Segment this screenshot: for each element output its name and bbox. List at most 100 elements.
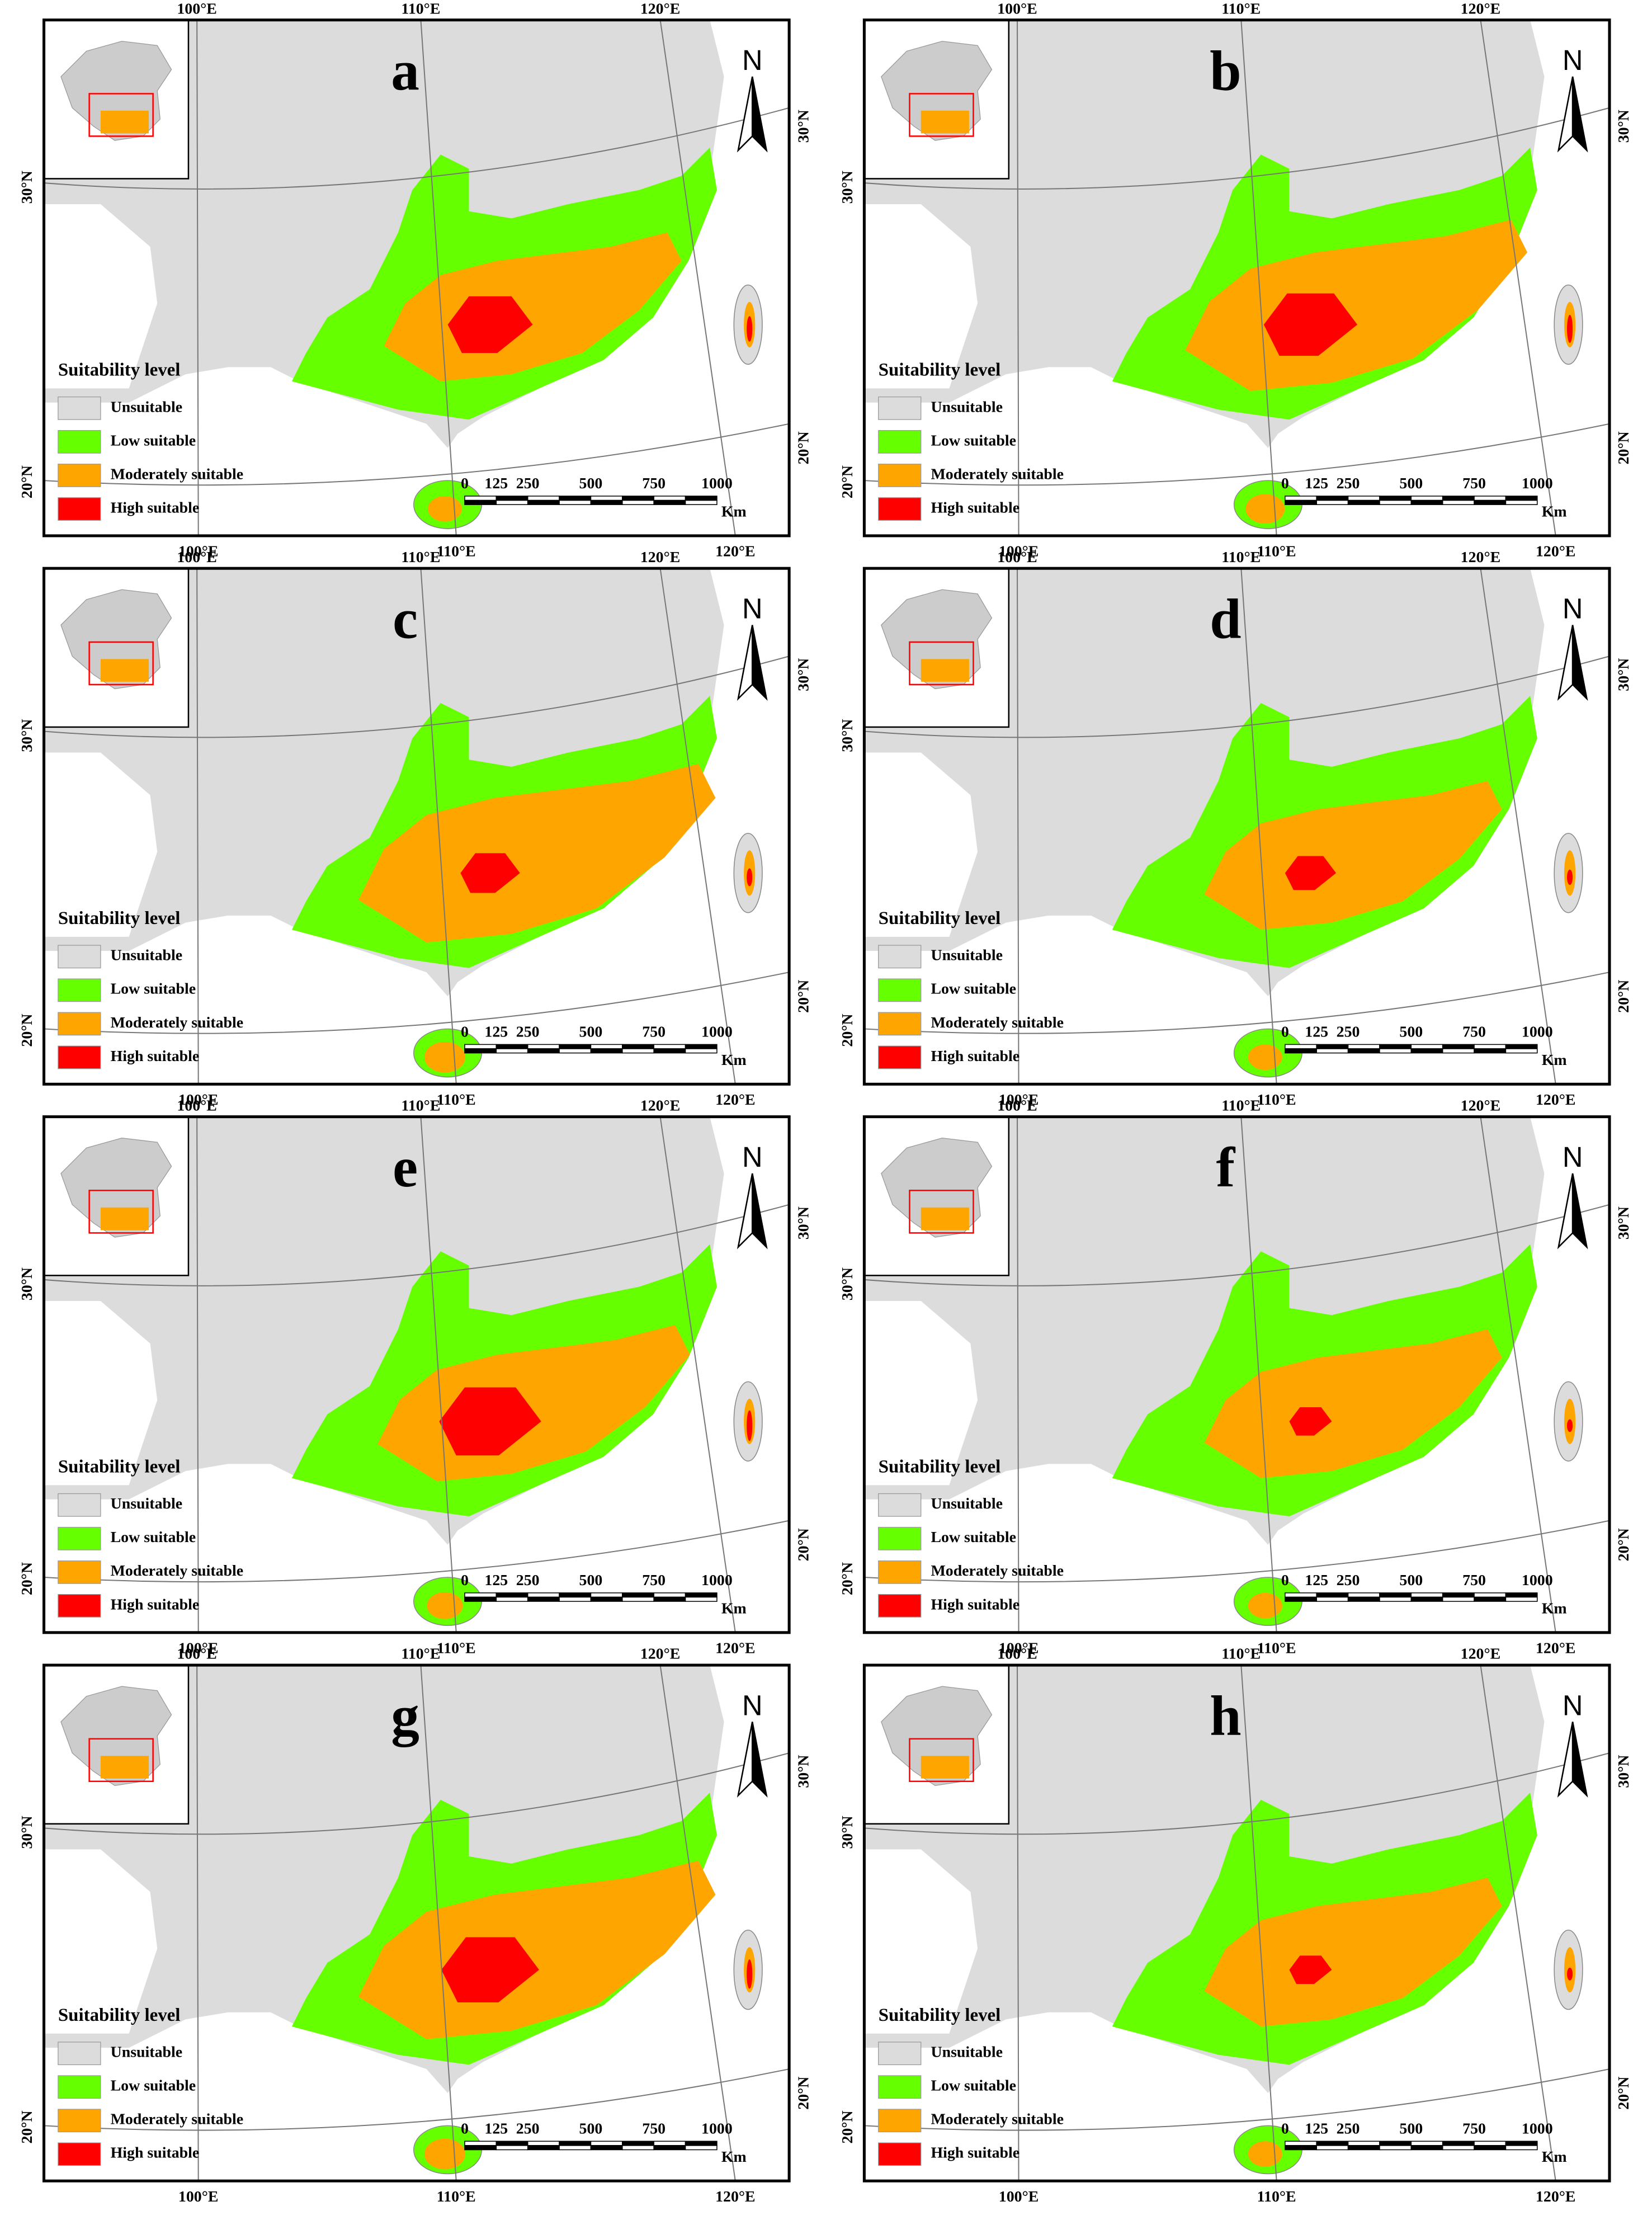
legend-swatch [58,464,101,487]
map-panel: d N 100°E 110°E 120°E 100°E 110°E 120°E 30°N 20°N… [839,549,1632,1109]
scale-segment [1474,2145,1507,2151]
scale-segment [464,1048,497,1054]
scale-segment [559,496,592,501]
scale-segment [527,499,560,505]
map-panel: c N 100°E 110°E 120°E 100°E 110°E 120°E 30°N 20°N… [18,549,812,1109]
scale-segment [495,1596,528,1602]
left-label: 20°N [18,1013,36,1046]
bottom-label: 100°E [999,1091,1039,1109]
scale-label: 500 [1399,2120,1423,2137]
bottom-label: 110°E [1257,1091,1296,1109]
legend-swatch [58,1045,101,1069]
high-suitable-area [441,1937,539,2003]
sea [44,1665,790,2181]
inset-box [909,93,974,137]
scale-segment [590,1048,623,1054]
scale-label: 500 [579,1024,603,1041]
scale-label: 750 [642,1572,665,1589]
scale-segment [1474,1048,1507,1054]
panel-frame [43,18,791,538]
inset-box [88,93,154,137]
scale-segment [464,2145,497,2151]
parallel-line [864,1520,1610,1583]
top-label: 120°E [640,1097,681,1114]
scale-segment [1285,2141,1317,2146]
legend-label: Unsuitable [111,398,183,416]
top-label: 110°E [401,1097,440,1114]
scale-segment [590,496,623,501]
scale-segment [590,499,623,505]
scale-label: 250 [1337,1572,1360,1589]
legend-label: High suitable [111,2144,200,2162]
scale-unit: Km [1542,1052,1567,1069]
scale-segment [559,1044,592,1049]
bottom-label: 110°E [1257,2188,1296,2205]
bottom-label: 100°E [999,1640,1039,1657]
parallel-line [44,423,790,486]
scale-label: 500 [1399,475,1423,492]
legend-label: Unsuitable [111,2044,183,2061]
meridian-line [659,568,736,1085]
inset-south [100,1756,149,1779]
scale-segment [1285,1044,1317,1049]
legend-swatch [878,1493,922,1517]
scale-segment [527,1596,560,1602]
taiwan-high [747,316,753,342]
legend-label: Moderately suitable [931,1014,1064,1031]
scale-label: 750 [642,1024,665,1041]
scale-segment [1442,1596,1475,1602]
scale-label: 1000 [701,1024,733,1041]
map-panel: e N 100°E 110°E 120°E 100°E 110°E 120°E 30°N 20°N… [18,1097,812,1657]
right-label: 20°N [1615,431,1632,464]
legend-swatch [58,2109,101,2133]
sea [864,20,1609,536]
right-label: 20°N [795,431,812,464]
scale-segment [590,1592,623,1598]
inset-box [88,1738,154,1783]
scale-segment [527,1048,560,1054]
bottom-label: 120°E [1536,1640,1576,1657]
meridian-line [196,20,199,536]
scale-segment [1379,496,1412,501]
scale-segment [1379,1596,1412,1602]
scale-unit: Km [721,503,747,521]
top-label: 120°E [640,1646,681,1663]
parallel-line [864,423,1610,486]
meridian-line [1240,568,1277,1085]
scale-unit: Km [721,2148,747,2166]
moderate-suitable-area [1204,1878,1502,2027]
legend-swatch [878,2075,922,2099]
scale-unit: Km [721,1052,747,1069]
scale-segment [1505,1044,1538,1049]
legend-title: Suitability level [58,360,181,380]
top-label: 100°E [997,0,1037,17]
legend-swatch [878,1560,922,1584]
scale-segment [527,1044,560,1049]
bottom-label: 110°E [1257,543,1296,560]
panel-label: g [391,1685,419,1747]
scale-segment [1474,1592,1507,1598]
scale-segment [1474,499,1507,505]
legend-label: Low suitable [111,980,196,998]
panel-frame [43,567,791,1086]
outside-area [44,204,158,389]
scale-segment [1442,499,1475,505]
bottom-label: 120°E [1536,543,1576,560]
scale-label: 125 [484,2120,508,2137]
scale-segment [464,1044,497,1049]
scale-segment [1285,499,1317,505]
scale-label: 250 [516,475,540,492]
legend-label: Moderately suitable [111,465,244,483]
parallel-line [44,1520,790,1583]
top-label: 110°E [1221,0,1261,17]
scale-segment [1505,1592,1538,1598]
meridian-line [420,568,457,1085]
panel-frame [862,1115,1611,1634]
north-arrow [751,1173,768,1250]
scale-segment [1379,499,1412,505]
panel-label: h [1210,1685,1241,1747]
scale-segment [1474,1044,1507,1049]
north-label: N [742,1689,763,1721]
legend-swatch [878,430,922,454]
